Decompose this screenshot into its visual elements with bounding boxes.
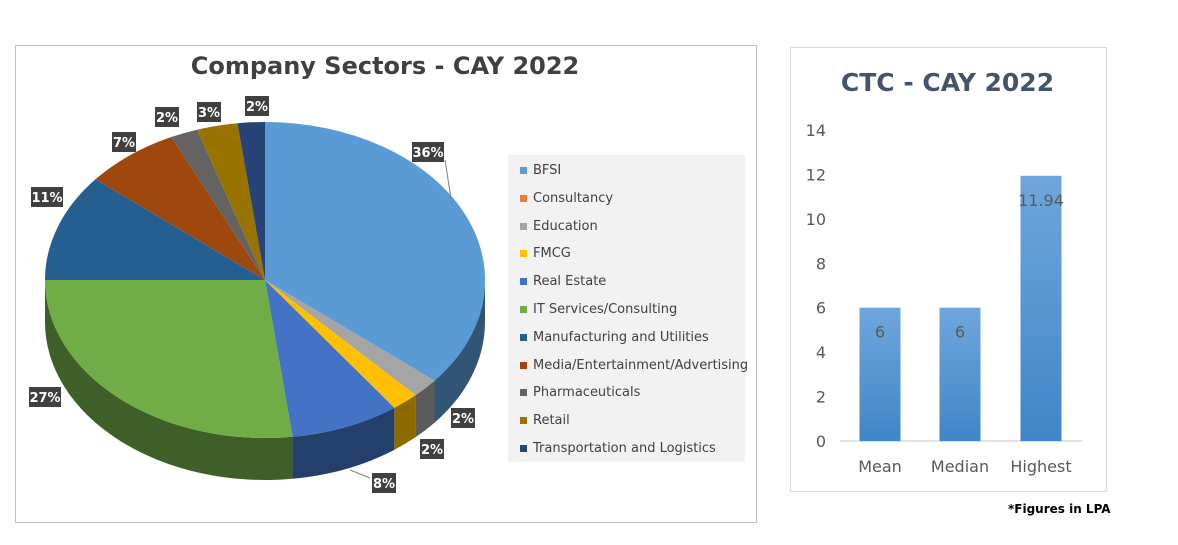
footnote: *Figures in LPA: [1008, 502, 1111, 516]
bar-highest: [1020, 175, 1062, 442]
legend-swatch: [520, 194, 527, 202]
pie-slice-bfsi: [265, 122, 485, 381]
pie-side-3: [394, 395, 416, 450]
pie-data-label: 7%: [113, 136, 135, 151]
pie-label-box: [372, 473, 396, 493]
pie-slice-retail: [197, 123, 265, 280]
pie-side-0: [434, 280, 485, 423]
legend-item: Retail: [520, 413, 570, 428]
legend-swatch: [520, 250, 527, 258]
pie-label-box: [155, 107, 179, 127]
pie-label-box: [112, 132, 136, 152]
legend-item: Transportation and Logistics: [520, 441, 716, 456]
legend-item: Education: [520, 219, 598, 234]
legend-swatch: [520, 167, 527, 174]
bar-data-label: 11.94: [1018, 191, 1064, 210]
pie-side-2: [415, 380, 435, 438]
bar-data-label: 6: [875, 323, 885, 342]
legend-item: IT Services/Consulting: [520, 302, 677, 317]
pie-side-5: [45, 280, 293, 481]
legend-item: Pharmaceuticals: [520, 385, 640, 400]
legend-label: Retail: [533, 413, 570, 429]
bar-mean: [859, 307, 901, 441]
legend-label: BFSI: [533, 163, 562, 178]
pie-data-label: 27%: [29, 391, 60, 406]
legend-label: IT Services/Consulting: [533, 302, 678, 317]
pie-data-label: 36%: [412, 146, 443, 161]
x-category-label: Median: [931, 457, 989, 476]
y-tick-label: 2: [816, 388, 826, 407]
bar-data-label: 6: [955, 323, 965, 342]
pie-label-box: [412, 142, 444, 162]
pie-slice-education: [265, 280, 435, 396]
legend-label: Consultancy: [533, 190, 614, 206]
bar-median: [939, 307, 981, 441]
legend-swatch: [520, 445, 527, 452]
legend-label: Media/Entertainment/Advertising: [533, 357, 749, 373]
legend-swatch: [520, 306, 527, 313]
x-category-label: Mean: [858, 457, 902, 476]
pie-label-box: [29, 387, 61, 407]
legend-swatch: [520, 278, 527, 286]
legend-label: Education: [533, 218, 598, 234]
pie-data-label: 3%: [198, 106, 220, 121]
pie-label-box: [420, 439, 444, 459]
pie-slice-real-estate: [265, 280, 395, 437]
legend-label: FMCG: [533, 246, 571, 262]
pie-data-label: 2%: [421, 443, 443, 458]
pie-slice-media-entertainment-advertising: [95, 137, 265, 280]
y-tick-label: 4: [816, 343, 826, 362]
legend-swatch: [520, 389, 527, 397]
pie-legend: BFSI Consultancy Education FMCG Real Estate I…: [508, 155, 748, 462]
legend-item: BFSI: [520, 163, 561, 178]
pie-chart-title: Company Sectors - CAY 2022: [190, 52, 580, 80]
legend-item: Real Estate: [520, 274, 606, 289]
leader-line: [349, 469, 371, 479]
pie-slice-manufacturing-and-utilities: [45, 179, 265, 280]
pie-label-box: [31, 187, 63, 207]
bar-chart-title: CTC - CAY 2022: [840, 68, 1055, 97]
legend-item: FMCG: [520, 246, 571, 261]
x-category-label: Highest: [1010, 457, 1071, 476]
legend-swatch: [520, 222, 527, 230]
pie-label-box: [245, 96, 269, 116]
legend-item: Media/Entertainment/Advertising: [520, 358, 748, 373]
y-tick-label: 6: [816, 299, 826, 318]
legend-label: Real Estate: [533, 274, 607, 290]
pie-slice-transportation-and-logistics: [237, 122, 265, 280]
pie-slice-it-services-consulting: [45, 280, 293, 439]
legend-item: Consultancy: [520, 191, 613, 206]
pie-side-4: [292, 407, 395, 479]
legend-swatch: [520, 333, 527, 341]
legend-label: Manufacturing and Utilities: [533, 329, 709, 345]
legend-swatch: [520, 361, 527, 369]
y-tick-label: 14: [806, 121, 826, 140]
pie-data-label: 11%: [31, 191, 62, 206]
leader-line: [444, 159, 453, 206]
legend-label: Transportation and Logistics: [533, 441, 716, 456]
legend-swatch: [520, 417, 527, 425]
y-tick-label: 8: [816, 254, 826, 273]
pie-slice-fmcg: [265, 280, 416, 408]
y-tick-label: 0: [816, 432, 826, 451]
pie-data-label: 2%: [246, 100, 268, 115]
pie-data-label: 2%: [156, 111, 178, 126]
y-tick-label: 10: [806, 210, 826, 229]
legend-item: Manufacturing and Utilities: [520, 330, 709, 345]
pie-label-box: [197, 102, 221, 122]
y-tick-label: 12: [806, 165, 826, 184]
pie-slice-pharmaceuticals: [171, 129, 265, 280]
legend-label: Pharmaceuticals: [533, 385, 641, 401]
pie-data-label: 8%: [373, 477, 395, 492]
pie-label-box: [451, 408, 475, 428]
pie-data-label: 2%: [452, 412, 474, 427]
